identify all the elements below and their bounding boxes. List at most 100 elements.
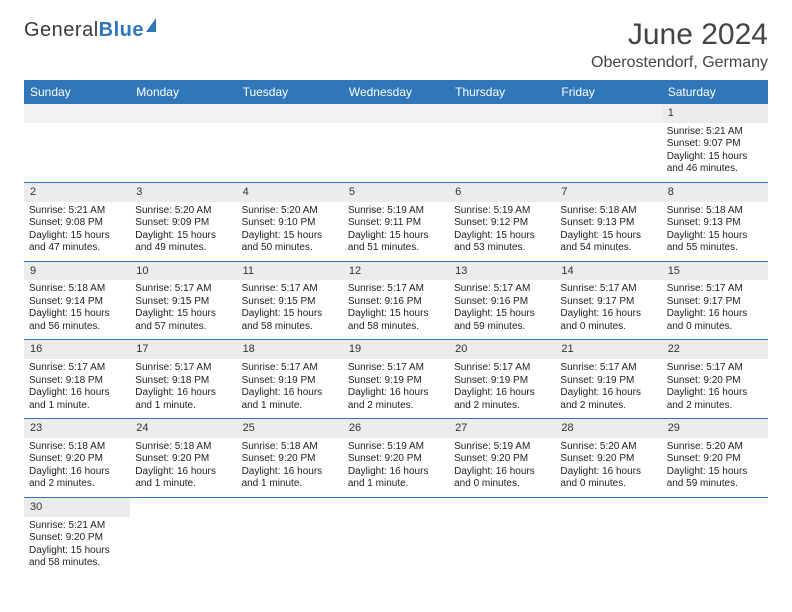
sunrise-line: Sunrise: 5:17 AM (560, 362, 656, 375)
sunrise-line: Sunrise: 5:21 AM (29, 205, 125, 218)
sunset-line: Sunset: 9:10 PM (242, 217, 338, 230)
sunset-line: Sunset: 9:15 PM (135, 296, 231, 309)
day-content-cell: Sunrise: 5:19 AMSunset: 9:11 PMDaylight:… (343, 202, 449, 262)
week-row: Sunrise: 5:18 AMSunset: 9:14 PMDaylight:… (24, 280, 768, 340)
page-title: June 2024 (591, 18, 768, 52)
sunrise-line: Sunrise: 5:17 AM (560, 283, 656, 296)
day-number-cell: 19 (343, 340, 449, 359)
sunset-line: Sunset: 9:20 PM (667, 375, 763, 388)
day-number-cell: 7 (555, 182, 661, 201)
col-sunday: Sunday (24, 80, 130, 104)
day-number-cell: 12 (343, 261, 449, 280)
sunset-line: Sunset: 9:18 PM (135, 375, 231, 388)
col-wednesday: Wednesday (343, 80, 449, 104)
day-number-cell: 3 (130, 182, 236, 201)
day-number: 5 (349, 186, 355, 198)
day-content-cell (237, 517, 343, 576)
sunrise-line: Sunrise: 5:17 AM (667, 362, 763, 375)
day-number-cell: 21 (555, 340, 661, 359)
week-row: Sunrise: 5:21 AMSunset: 9:08 PMDaylight:… (24, 202, 768, 262)
col-tuesday: Tuesday (237, 80, 343, 104)
day-content-cell: Sunrise: 5:17 AMSunset: 9:15 PMDaylight:… (237, 280, 343, 340)
sunrise-line: Sunrise: 5:17 AM (348, 283, 444, 296)
sunrise-line: Sunrise: 5:18 AM (242, 441, 338, 454)
day-content-cell (555, 123, 661, 183)
day-content-cell: Sunrise: 5:17 AMSunset: 9:19 PMDaylight:… (555, 359, 661, 419)
day-number-cell: 26 (343, 419, 449, 438)
sunrise-line: Sunrise: 5:17 AM (348, 362, 444, 375)
day-number-cell: 4 (237, 182, 343, 201)
day-number: 19 (349, 343, 361, 355)
daylight-line: Daylight: 15 hours and 50 minutes. (242, 230, 338, 255)
sunset-line: Sunset: 9:19 PM (348, 375, 444, 388)
sunrise-line: Sunrise: 5:20 AM (560, 441, 656, 454)
day-number-cell: 16 (24, 340, 130, 359)
sunrise-line: Sunrise: 5:19 AM (454, 205, 550, 218)
day-content-cell: Sunrise: 5:17 AMSunset: 9:17 PMDaylight:… (662, 280, 768, 340)
day-number: 1 (668, 107, 674, 119)
day-number: 12 (349, 265, 361, 277)
daylight-line: Daylight: 16 hours and 1 minute. (242, 466, 338, 491)
daylight-line: Daylight: 15 hours and 58 minutes. (348, 308, 444, 333)
day-number-cell: 10 (130, 261, 236, 280)
day-number: 4 (243, 186, 249, 198)
logo-word2: Blue (99, 19, 144, 41)
sunset-line: Sunset: 9:11 PM (348, 217, 444, 230)
day-number: 20 (455, 343, 467, 355)
day-number-cell: 11 (237, 261, 343, 280)
logo-word1: General (24, 19, 99, 41)
daylight-line: Daylight: 16 hours and 2 minutes. (29, 466, 125, 491)
day-number: 2 (30, 186, 36, 198)
day-number: 7 (561, 186, 567, 198)
day-number: 10 (136, 265, 148, 277)
daylight-line: Daylight: 15 hours and 57 minutes. (135, 308, 231, 333)
daylight-line: Daylight: 15 hours and 53 minutes. (454, 230, 550, 255)
daylight-line: Daylight: 16 hours and 0 minutes. (560, 466, 656, 491)
sunset-line: Sunset: 9:13 PM (560, 217, 656, 230)
sunrise-line: Sunrise: 5:17 AM (454, 283, 550, 296)
sunset-line: Sunset: 9:20 PM (135, 453, 231, 466)
sunset-line: Sunset: 9:19 PM (560, 375, 656, 388)
day-number-cell (24, 104, 130, 123)
day-content-cell (24, 123, 130, 183)
day-number-cell: 13 (449, 261, 555, 280)
day-content-cell: Sunrise: 5:17 AMSunset: 9:19 PMDaylight:… (449, 359, 555, 419)
day-number: 15 (668, 265, 680, 277)
day-content-cell (449, 123, 555, 183)
day-content-cell: Sunrise: 5:17 AMSunset: 9:15 PMDaylight:… (130, 280, 236, 340)
day-number-cell: 17 (130, 340, 236, 359)
day-content-cell: Sunrise: 5:18 AMSunset: 9:13 PMDaylight:… (555, 202, 661, 262)
week-row: Sunrise: 5:21 AMSunset: 9:07 PMDaylight:… (24, 123, 768, 183)
day-number: 28 (561, 422, 573, 434)
day-content-cell (555, 517, 661, 576)
day-content-cell: Sunrise: 5:17 AMSunset: 9:18 PMDaylight:… (24, 359, 130, 419)
daylight-line: Daylight: 16 hours and 1 minute. (135, 387, 231, 412)
day-number-cell (237, 104, 343, 123)
daylight-line: Daylight: 16 hours and 2 minutes. (454, 387, 550, 412)
day-number: 6 (455, 186, 461, 198)
day-number: 14 (561, 265, 573, 277)
day-content-cell: Sunrise: 5:21 AMSunset: 9:07 PMDaylight:… (662, 123, 768, 183)
sunrise-line: Sunrise: 5:17 AM (667, 283, 763, 296)
day-number-cell: 22 (662, 340, 768, 359)
sunset-line: Sunset: 9:09 PM (135, 217, 231, 230)
sunset-line: Sunset: 9:18 PM (29, 375, 125, 388)
week-row: Sunrise: 5:21 AMSunset: 9:20 PMDaylight:… (24, 517, 768, 576)
day-content-cell: Sunrise: 5:18 AMSunset: 9:14 PMDaylight:… (24, 280, 130, 340)
day-number: 18 (243, 343, 255, 355)
sunrise-line: Sunrise: 5:17 AM (242, 362, 338, 375)
sunset-line: Sunset: 9:17 PM (560, 296, 656, 309)
day-number: 29 (668, 422, 680, 434)
day-content-cell: Sunrise: 5:18 AMSunset: 9:20 PMDaylight:… (24, 438, 130, 498)
day-number: 17 (136, 343, 148, 355)
day-number-cell: 28 (555, 419, 661, 438)
day-content-cell: Sunrise: 5:21 AMSunset: 9:20 PMDaylight:… (24, 517, 130, 576)
day-number: 26 (349, 422, 361, 434)
day-number: 9 (30, 265, 36, 277)
sunrise-line: Sunrise: 5:17 AM (135, 283, 231, 296)
sunset-line: Sunset: 9:15 PM (242, 296, 338, 309)
day-content-cell: Sunrise: 5:17 AMSunset: 9:19 PMDaylight:… (343, 359, 449, 419)
page-header: GeneralBlue June 2024 Oberostendorf, Ger… (24, 18, 768, 72)
page-subtitle: Oberostendorf, Germany (591, 54, 768, 72)
sunrise-line: Sunrise: 5:18 AM (560, 205, 656, 218)
